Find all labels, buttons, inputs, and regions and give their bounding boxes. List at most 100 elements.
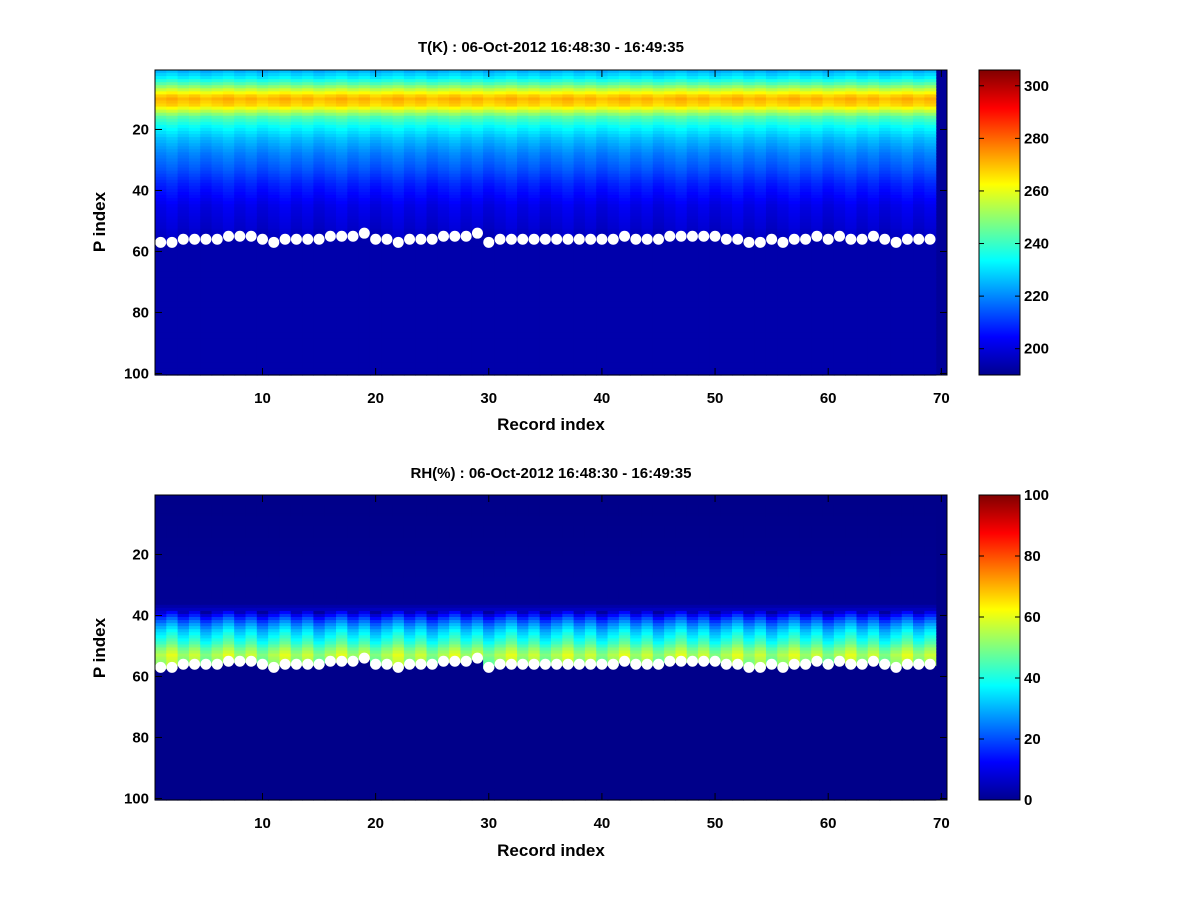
heatmap-cell <box>211 85 224 89</box>
heatmap-cell <box>505 268 518 272</box>
heatmap-cell <box>155 262 167 266</box>
heatmap-cell <box>245 359 258 364</box>
heatmap-cell <box>460 182 473 187</box>
heatmap-cell <box>256 201 269 205</box>
heatmap-cell <box>358 298 371 303</box>
heatmap-cell <box>313 179 326 184</box>
heatmap-cell <box>155 265 167 269</box>
heatmap-cell <box>155 347 167 352</box>
heatmap-cell <box>336 192 348 196</box>
heatmap-cell <box>313 310 326 315</box>
heatmap-cell <box>347 127 360 132</box>
heatmap-cell <box>313 112 326 117</box>
heatmap-cell <box>403 204 416 208</box>
heatmap-cell <box>234 262 247 266</box>
heatmap-cell <box>211 134 224 138</box>
heatmap-cell <box>381 243 394 248</box>
heatmap-cell <box>437 161 450 166</box>
heatmap-cell <box>211 216 224 221</box>
heatmap-cell <box>200 228 213 233</box>
heatmap-cell <box>155 219 167 224</box>
heatmap-cell <box>471 237 484 242</box>
heatmap-cell <box>415 88 428 92</box>
heatmap-cell <box>517 262 529 266</box>
heatmap-cell <box>211 332 224 336</box>
heatmap-cell <box>426 167 439 172</box>
heatmap-cell <box>483 88 496 92</box>
heatmap-cell <box>517 115 529 120</box>
heatmap-cell <box>211 167 224 172</box>
heatmap-cell <box>234 121 247 126</box>
heatmap-cell <box>211 152 224 156</box>
heatmap-cell <box>437 131 450 135</box>
heatmap-cell <box>313 246 326 251</box>
heatmap-cell <box>177 158 190 163</box>
heatmap-cell <box>471 131 484 135</box>
heatmap-cell <box>403 79 416 83</box>
heatmap-cell <box>268 298 281 303</box>
heatmap-cell <box>313 137 326 141</box>
heatmap-cell <box>471 371 484 376</box>
heatmap-cell <box>177 292 190 297</box>
heatmap-cell <box>268 280 281 285</box>
heatmap-cell <box>528 112 541 117</box>
heatmap-cell <box>245 155 258 160</box>
heatmap-cell <box>245 225 258 230</box>
heatmap-cell <box>392 185 405 190</box>
heatmap-cell <box>313 292 326 297</box>
heatmap-cell <box>415 338 428 343</box>
heatmap-cell <box>155 289 167 294</box>
heatmap-cell <box>494 164 507 169</box>
heatmap-cell <box>302 231 314 236</box>
heatmap-cell <box>392 246 405 251</box>
heatmap-cell <box>426 179 439 184</box>
heatmap-cell <box>302 268 314 272</box>
heatmap-cell <box>347 332 360 336</box>
heatmap-cell <box>437 341 450 346</box>
heatmap-cell <box>222 207 235 211</box>
heatmap-cell <box>403 253 416 257</box>
heatmap-cell <box>268 100 281 105</box>
heatmap-cell <box>188 164 201 169</box>
heatmap-cell <box>222 198 235 202</box>
heatmap-cell <box>211 155 224 160</box>
heatmap-cell <box>449 317 462 321</box>
heatmap-cell <box>494 353 507 358</box>
heatmap-cell <box>415 314 428 318</box>
heatmap-cell <box>166 271 179 275</box>
heatmap-cell <box>245 204 258 208</box>
heatmap-cell <box>494 173 507 178</box>
heatmap-cell <box>381 277 394 282</box>
heatmap-cell <box>302 127 314 132</box>
heatmap-cell <box>211 103 224 108</box>
heatmap-cell <box>256 91 269 95</box>
heatmap-cell <box>188 326 201 330</box>
heatmap-cell <box>245 188 258 193</box>
heatmap-cell <box>268 164 281 169</box>
heatmap-cell <box>392 152 405 156</box>
heatmap-cell <box>483 350 496 355</box>
heatmap-cell <box>358 268 371 272</box>
heatmap-cell <box>415 146 428 150</box>
heatmap-cell <box>471 79 484 83</box>
heatmap-cell <box>313 256 326 260</box>
heatmap-cell <box>211 320 224 324</box>
heatmap-cell <box>403 295 416 300</box>
heatmap-cell <box>415 219 428 224</box>
heatmap-cell <box>245 289 258 294</box>
heatmap-cell <box>483 246 496 251</box>
heatmap-cell <box>268 207 281 211</box>
heatmap-cell <box>403 259 416 263</box>
heatmap-cell <box>155 356 167 361</box>
heatmap-cell <box>302 262 314 266</box>
heatmap-cell <box>381 365 394 370</box>
heatmap-cell <box>369 170 382 175</box>
heatmap-cell <box>336 317 348 321</box>
heatmap-cell <box>245 198 258 202</box>
heatmap-cell <box>347 350 360 355</box>
heatmap-cell <box>505 134 518 138</box>
heatmap-cell <box>505 332 518 336</box>
heatmap-cell <box>166 301 179 306</box>
heatmap-cell <box>324 225 337 230</box>
heatmap-cell <box>471 173 484 178</box>
